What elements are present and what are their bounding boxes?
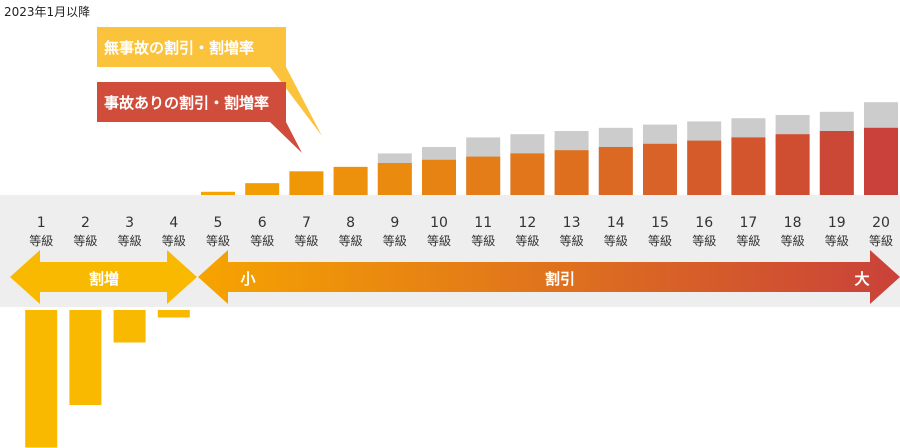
- grade-number-20: 20: [872, 215, 890, 231]
- callout-accident: [97, 82, 286, 122]
- grade-unit-2: 等級: [73, 234, 97, 248]
- callout-accident-text: 事故ありの割引・割増率: [104, 94, 269, 112]
- bar-accident-16: [687, 140, 722, 195]
- grade-number-11: 11: [474, 215, 492, 231]
- grade-unit-16: 等級: [692, 234, 716, 248]
- grade-number-5: 5: [214, 215, 223, 231]
- grade-unit-14: 等級: [604, 234, 628, 248]
- grade-number-10: 10: [430, 215, 448, 231]
- bar-accident-6: [245, 183, 280, 195]
- grade-number-8: 8: [346, 215, 355, 231]
- grade-number-9: 9: [390, 215, 399, 231]
- bar-accident-14: [598, 147, 633, 195]
- grade-number-6: 6: [258, 215, 267, 231]
- grade-number-1: 1: [37, 215, 46, 231]
- bar-surcharge-2: [69, 310, 102, 405]
- discount-label: 割引: [545, 270, 575, 288]
- discount-small-label: 小: [240, 270, 255, 288]
- date-note: 2023年1月以降: [4, 5, 91, 19]
- bar-accident-7: [289, 171, 324, 195]
- bar-surcharge-4: [157, 310, 190, 318]
- grade-number-15: 15: [651, 215, 669, 231]
- bar-surcharge-3: [113, 310, 146, 343]
- grade-unit-17: 等級: [736, 234, 760, 248]
- surcharge-arrow: [10, 250, 197, 304]
- bar-accident-8: [333, 166, 368, 195]
- grade-unit-8: 等級: [339, 234, 363, 248]
- callout-accident-pointer: [270, 122, 302, 153]
- bar-accident-9: [377, 163, 412, 195]
- grade-unit-15: 等級: [648, 234, 672, 248]
- grade-number-18: 18: [784, 215, 802, 231]
- grade-number-14: 14: [607, 215, 625, 231]
- bar-accident-17: [731, 137, 766, 195]
- grade-unit-18: 等級: [781, 234, 805, 248]
- grade-number-12: 12: [518, 215, 536, 231]
- bar-accident-18: [775, 134, 810, 195]
- grade-number-3: 3: [125, 215, 134, 231]
- grade-unit-6: 等級: [250, 234, 274, 248]
- grade-unit-10: 等級: [427, 234, 451, 248]
- grade-number-19: 19: [828, 215, 846, 231]
- bar-surcharge-1: [25, 310, 58, 448]
- grade-unit-12: 等級: [515, 234, 539, 248]
- grade-unit-5: 等級: [206, 234, 230, 248]
- callout-no-accident: [97, 27, 286, 67]
- grade-number-17: 17: [739, 215, 757, 231]
- grade-number-4: 4: [169, 215, 178, 231]
- grade-unit-9: 等級: [383, 234, 407, 248]
- grade-number-16: 16: [695, 215, 713, 231]
- grade-unit-7: 等級: [294, 234, 318, 248]
- bar-accident-13: [554, 150, 589, 195]
- callout-no-accident-text: 無事故の割引・割増率: [104, 39, 254, 57]
- grade-unit-4: 等級: [162, 234, 186, 248]
- bar-accident-15: [643, 143, 677, 195]
- grade-unit-19: 等級: [825, 234, 849, 248]
- bar-accident-11: [466, 156, 501, 195]
- bar-accident-5: [201, 191, 235, 195]
- grade-unit-1: 等級: [29, 234, 53, 248]
- surcharge-label: 割増: [89, 270, 119, 288]
- bar-accident-20: [864, 127, 898, 195]
- grade-unit-13: 等級: [560, 234, 584, 248]
- grade-number-2: 2: [81, 215, 90, 231]
- discount-large-label: 大: [854, 270, 869, 288]
- grade-unit-11: 等級: [471, 234, 495, 248]
- grade-number-13: 13: [563, 215, 581, 231]
- bar-accident-10: [422, 159, 456, 195]
- grade-number-7: 7: [302, 215, 311, 231]
- grade-unit-3: 等級: [118, 234, 142, 248]
- discount-arrow: [198, 250, 900, 304]
- grade-unit-20: 等級: [869, 234, 893, 248]
- bar-accident-12: [510, 153, 545, 195]
- bar-accident-19: [819, 131, 854, 195]
